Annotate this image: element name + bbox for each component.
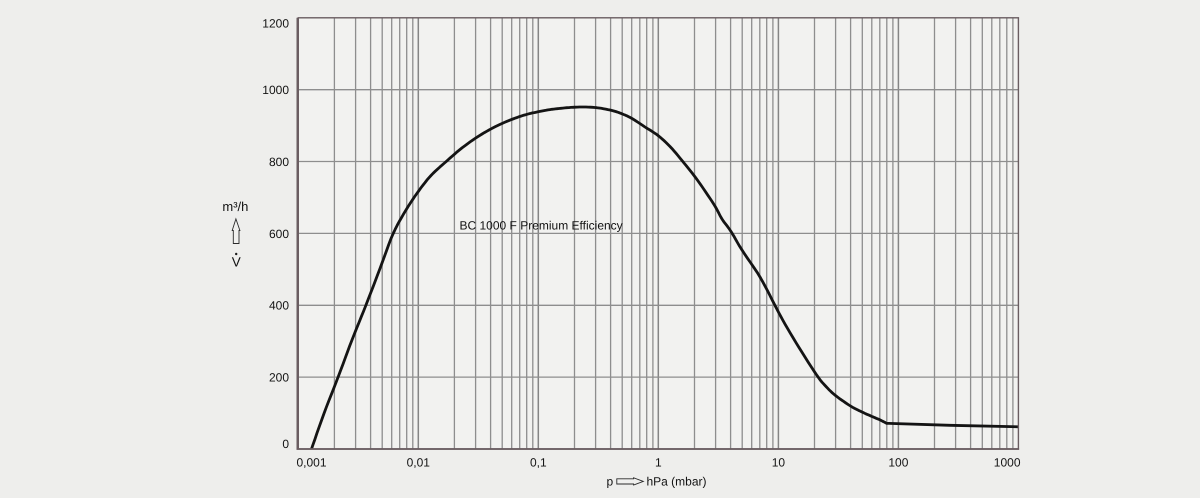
svg-text:800: 800 [269,155,289,169]
svg-text:1000: 1000 [994,456,1021,470]
svg-text:V: V [232,255,241,270]
svg-text:0,1: 0,1 [530,456,547,470]
svg-text:p: p [607,475,614,489]
svg-text:200: 200 [269,371,289,385]
svg-text:600: 600 [269,227,289,241]
svg-text:100: 100 [888,456,908,470]
svg-text:400: 400 [269,299,289,313]
svg-text:1: 1 [655,456,662,470]
svg-text:0,01: 0,01 [407,456,431,470]
svg-text:0,001: 0,001 [297,456,327,470]
svg-text:BC 1000 F Premium Efficiency: BC 1000 F Premium Efficiency [460,218,623,232]
svg-text:m³/h: m³/h [222,199,248,214]
svg-text:hPa (mbar): hPa (mbar) [647,475,707,489]
svg-text:10: 10 [772,456,786,470]
svg-text:1200: 1200 [262,16,289,30]
svg-text:0: 0 [282,437,289,451]
svg-text:1000: 1000 [262,83,289,97]
